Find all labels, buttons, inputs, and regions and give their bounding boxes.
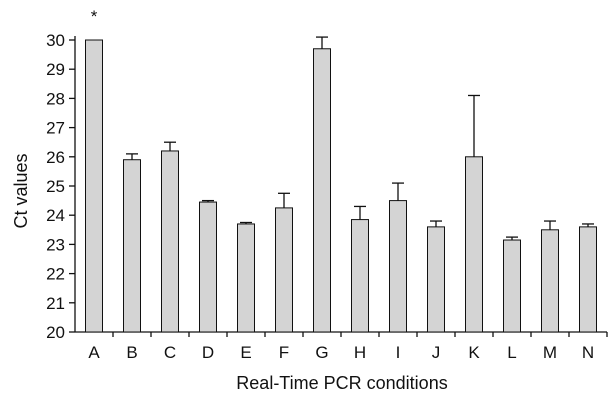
bar-C (161, 150, 179, 333)
bar-A (85, 39, 103, 333)
bar-J (427, 226, 445, 333)
bar-E (237, 223, 255, 333)
x-tick-label-F: F (279, 343, 289, 362)
bar-F (275, 207, 293, 333)
x-tick-label-I: I (396, 343, 401, 362)
x-tick-label-A: A (88, 343, 100, 362)
x-tick-label-L: L (507, 343, 516, 362)
y-tick-label: 28 (46, 89, 65, 108)
y-axis-title: Ct values (11, 153, 31, 228)
y-tick-label: 27 (46, 119, 65, 138)
annotation-asterisk: * (91, 7, 98, 26)
bar-K (465, 156, 483, 333)
bar-N (579, 226, 597, 333)
bar-I (389, 200, 407, 333)
y-tick-label: 30 (46, 31, 65, 50)
x-tick-label-N: N (582, 343, 594, 362)
bar-D (199, 201, 217, 333)
y-tick-label: 23 (46, 235, 65, 254)
x-tick-label-D: D (202, 343, 214, 362)
x-tick-label-K: K (468, 343, 480, 362)
bar-B (123, 159, 141, 333)
x-tick-label-G: G (315, 343, 328, 362)
bar-M (541, 229, 559, 333)
x-tick-label-J: J (432, 343, 441, 362)
x-axis-title: Real-Time PCR conditions (236, 373, 447, 393)
plot-area: 20 21 22 23 24 25 26 27 28 29 30 A B C D E F G H I J K L M N * (46, 7, 608, 362)
x-tick-label-B: B (126, 343, 137, 362)
y-tick-label: 29 (46, 60, 65, 79)
x-tick-label-C: C (164, 343, 176, 362)
bar-L (503, 239, 521, 333)
x-tick-label-M: M (543, 343, 557, 362)
y-tick-label: 24 (46, 206, 65, 225)
y-tick-label: 25 (46, 177, 65, 196)
bar-H (351, 219, 369, 333)
y-tick-label: 22 (46, 265, 65, 284)
y-tick-label: 26 (46, 148, 65, 167)
x-tick-label-H: H (354, 343, 366, 362)
x-tick-label-E: E (240, 343, 251, 362)
y-tick-label: 20 (46, 323, 65, 342)
bar-G (313, 48, 331, 333)
y-tick-label: 21 (46, 294, 65, 313)
